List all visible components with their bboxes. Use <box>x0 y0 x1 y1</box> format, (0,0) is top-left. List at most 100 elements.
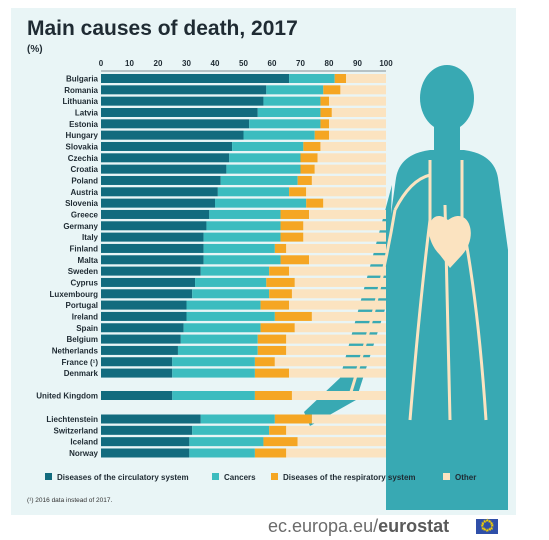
bar-segment <box>101 345 178 355</box>
legend-label: Other <box>455 473 476 482</box>
category-label: Romania <box>64 86 98 95</box>
bar-segment <box>286 448 386 458</box>
figure-vessels <box>348 160 488 421</box>
x-tick-label: 0 <box>99 59 104 68</box>
bar-segment <box>254 391 292 400</box>
bar-segment <box>101 323 184 333</box>
bar-segment <box>309 209 386 219</box>
eurostat-logo: ec.europa.eu/eurostat <box>268 516 449 537</box>
flag-star-icon: ★ <box>480 523 485 529</box>
legend-label: Cancers <box>224 473 256 482</box>
flag-star-icon: ★ <box>489 525 494 532</box>
bar-segment <box>220 175 298 185</box>
bar-segment <box>263 96 321 106</box>
bar-segment <box>286 425 386 435</box>
bar-segment <box>200 414 275 424</box>
legend-swatch <box>443 473 450 480</box>
bar-segment <box>101 96 264 106</box>
bar-segment <box>297 175 312 185</box>
bar-segment <box>243 130 315 140</box>
flag-star-icon: ★ <box>482 527 487 534</box>
footnote: (¹) 2016 data instead of 2017. <box>27 497 113 504</box>
x-tick-label: 40 <box>211 59 220 68</box>
bar-segment <box>254 448 287 458</box>
category-label: Estonia <box>69 120 98 129</box>
x-tick-label: 30 <box>182 59 191 68</box>
bar-segment <box>317 153 386 163</box>
x-tick-label: 100 <box>379 59 393 68</box>
bar-segment <box>257 334 287 344</box>
category-label: Ireland <box>72 312 98 321</box>
flag-star-icon: ★ <box>485 528 490 534</box>
bar-segment <box>260 323 295 333</box>
bar-segment <box>189 437 264 447</box>
bar-segment <box>177 345 258 355</box>
bar-segment <box>101 368 173 378</box>
bar-segment <box>172 368 255 378</box>
bar-segment <box>200 266 270 276</box>
category-label: Bulgaria <box>66 75 99 84</box>
category-label: Austria <box>70 188 98 197</box>
bar-segment <box>180 334 258 344</box>
bar-segment <box>306 198 324 208</box>
category-label: Switzerland <box>54 426 99 435</box>
bar-segment <box>217 187 290 197</box>
flag-star-icon: ★ <box>480 520 486 527</box>
bar-segment <box>340 85 386 95</box>
category-label: Iceland <box>70 438 98 447</box>
bar-segment <box>280 255 310 265</box>
bar-segment <box>101 300 187 310</box>
bar-segment <box>192 289 270 299</box>
eu-flag-icon: ★ ★ ★ ★ ★ ★ ★ ★ ★ ★ ★ ★ <box>476 519 498 534</box>
bar-segment <box>300 164 315 174</box>
bar-segment <box>192 425 270 435</box>
category-label: Greece <box>71 210 99 219</box>
bar-segment <box>329 96 386 106</box>
legend-label: Diseases of the circulatory system <box>57 473 189 482</box>
x-tick-label: 60 <box>268 59 277 68</box>
bar-segment <box>289 300 386 310</box>
bar-segment <box>274 311 312 321</box>
x-axis-ticks: 0 10 20 30 40 50 60 70 80 90 100 <box>99 59 393 72</box>
category-label: Norway <box>69 449 98 458</box>
bar-segment <box>297 437 386 447</box>
bar-segment <box>101 334 181 344</box>
bar-segment <box>314 164 386 174</box>
category-label: Sweden <box>68 267 98 276</box>
x-tick-label: 70 <box>296 59 305 68</box>
bar-segment <box>280 232 304 242</box>
bar-segment <box>183 323 261 333</box>
bar-segment <box>286 345 386 355</box>
category-label: Germany <box>63 222 98 231</box>
x-tick-label: 20 <box>154 59 163 68</box>
bar-segment <box>232 141 304 151</box>
brand-domain: ec.europa.eu/ <box>268 516 379 536</box>
bar-segment <box>331 107 386 117</box>
bar-segment <box>320 119 329 129</box>
bar-segment <box>257 345 287 355</box>
bar-segment <box>101 243 204 253</box>
bar-segment <box>203 255 281 265</box>
bar-segment <box>303 141 321 151</box>
legend: Diseases of the circulatory system Cancer… <box>45 473 476 482</box>
bar-segment <box>257 107 321 117</box>
bar-segment <box>101 357 173 367</box>
bar-segment <box>203 243 275 253</box>
bar-segment <box>101 164 227 174</box>
bar-segment <box>254 368 290 378</box>
category-label: Poland <box>71 176 98 185</box>
bar-segment <box>286 334 386 344</box>
bar-segment <box>329 119 386 129</box>
flag-star-icon: ★ <box>489 520 494 527</box>
bar-segment <box>334 74 347 83</box>
bar-segment <box>101 85 267 95</box>
bar-segment <box>186 311 275 321</box>
bar-segment <box>101 448 190 458</box>
category-label: Czechia <box>68 154 99 163</box>
x-tick-label: 10 <box>125 59 134 68</box>
category-label: Hungary <box>66 131 99 140</box>
legend-label: Diseases of the respiratory system <box>283 473 416 482</box>
bar-segment <box>289 187 307 197</box>
bar-segment <box>189 448 255 458</box>
